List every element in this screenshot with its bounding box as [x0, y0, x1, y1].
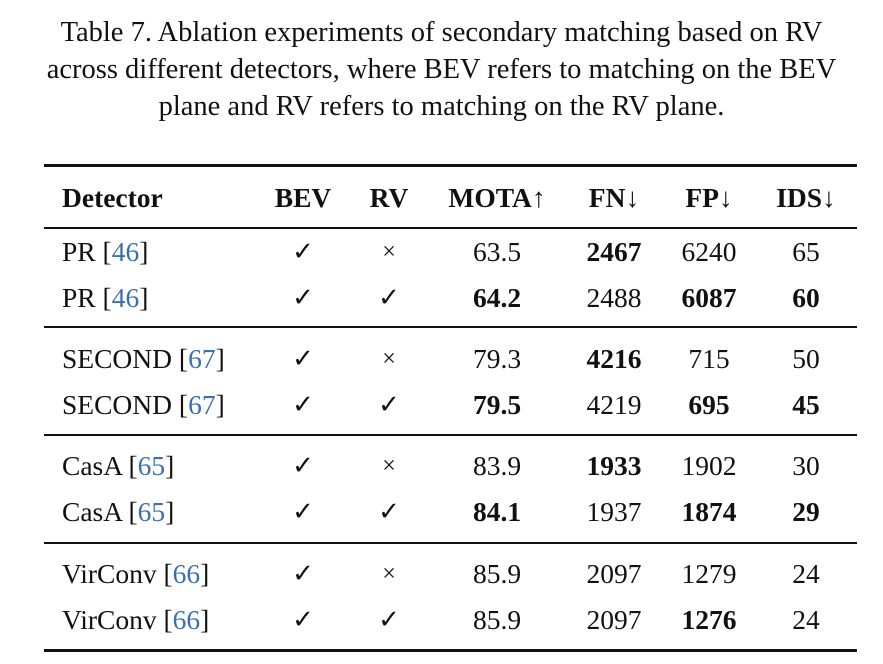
citation-link[interactable]: 46	[111, 282, 140, 313]
ids-cell: 29	[792, 496, 820, 527]
rv-cell: ✓	[378, 283, 400, 312]
bev-cell: ✓	[292, 451, 314, 480]
detector-cell: PR [46]	[62, 236, 149, 267]
bev-cell: ✓	[292, 559, 314, 588]
mota-cell: 85.9	[472, 558, 522, 589]
ids-cell: 45	[792, 389, 820, 420]
detector-name: CasA	[62, 496, 122, 527]
rv-cell: ✓	[378, 605, 400, 634]
citation-link[interactable]: 46	[111, 236, 140, 267]
citation-link[interactable]: 66	[172, 604, 201, 635]
citation-link[interactable]: 65	[137, 496, 166, 527]
fn-cell: 1937	[586, 496, 642, 527]
citation-link[interactable]: 65	[137, 450, 166, 481]
detector-name: PR	[62, 282, 96, 313]
header-fn: FN↓	[588, 182, 640, 213]
bev-cell: ✓	[292, 605, 314, 634]
fn-cell: 4216	[586, 343, 642, 374]
header-fp: FP↓	[685, 182, 733, 213]
fn-cell: 4219	[586, 389, 642, 420]
bev-cell: ✓	[292, 497, 314, 526]
bev-cell: ✓	[292, 344, 314, 373]
detector-cell: CasA [65]	[62, 450, 175, 481]
mota-cell: 64.2	[472, 282, 522, 313]
rv-cell: ✓	[378, 497, 400, 526]
mota-cell: 83.9	[472, 450, 522, 481]
header-mota: MOTA↑	[448, 182, 546, 213]
detector-name: SECOND	[62, 343, 173, 374]
mota-cell: 79.3	[472, 343, 522, 374]
fn-cell: 2488	[586, 282, 642, 313]
detector-cell: VirConv [66]	[62, 604, 210, 635]
detector-name: PR	[62, 236, 96, 267]
group-rule-3	[44, 542, 857, 544]
header-rv: RV	[369, 182, 409, 213]
rv-cell: ×	[382, 561, 396, 587]
mota-cell: 84.1	[472, 496, 522, 527]
detector-cell: SECOND [67]	[62, 389, 225, 420]
fn-cell: 2097	[586, 604, 642, 635]
fn-cell: 2467	[586, 236, 642, 267]
detector-name: SECOND	[62, 389, 173, 420]
ids-cell: 60	[792, 282, 820, 313]
fn-cell: 2097	[586, 558, 642, 589]
detector-cell: CasA [65]	[62, 496, 175, 527]
ids-cell: 24	[792, 558, 820, 589]
rv-cell: ×	[382, 453, 396, 479]
detector-cell: VirConv [66]	[62, 558, 210, 589]
citation-link[interactable]: 67	[188, 389, 216, 420]
bottom-rule	[44, 649, 857, 652]
group-rule-2	[44, 434, 857, 436]
mota-cell: 63.5	[472, 236, 522, 267]
rv-cell: ✓	[378, 390, 400, 419]
fp-cell: 6087	[681, 282, 737, 313]
ids-cell: 65	[792, 236, 820, 267]
detector-cell: PR [46]	[62, 282, 149, 313]
ids-cell: 30	[792, 450, 820, 481]
top-rule	[44, 164, 857, 167]
header-detector: Detector	[62, 182, 163, 213]
ids-cell: 50	[792, 343, 820, 374]
fp-cell: 1874	[681, 496, 737, 527]
ids-cell: 24	[792, 604, 820, 635]
table-caption: Table 7. Ablation experiments of seconda…	[46, 17, 837, 122]
bev-cell: ✓	[292, 390, 314, 419]
mota-cell: 85.9	[472, 604, 522, 635]
detector-cell: SECOND [67]	[62, 343, 225, 374]
fp-cell: 1279	[681, 558, 737, 589]
fn-cell: 1933	[586, 450, 642, 481]
group-rule-1	[44, 326, 857, 328]
citation-link[interactable]: 66	[172, 558, 201, 589]
rv-cell: ×	[382, 346, 396, 372]
header-ids: IDS↓	[776, 182, 836, 213]
header-bev: BEV	[274, 182, 332, 213]
mota-cell: 79.5	[472, 389, 522, 420]
header-rule	[44, 227, 857, 229]
fp-cell: 1276	[681, 604, 737, 635]
fp-cell: 695	[688, 389, 730, 420]
fp-cell: 6240	[681, 236, 737, 267]
detector-name: CasA	[62, 450, 122, 481]
bev-cell: ✓	[292, 237, 314, 266]
rv-cell: ×	[382, 239, 396, 265]
fp-cell: 715	[688, 343, 730, 374]
citation-link[interactable]: 67	[188, 343, 216, 374]
detector-name: VirConv	[62, 558, 157, 589]
fp-cell: 1902	[681, 450, 737, 481]
detector-name: VirConv	[62, 604, 157, 635]
bev-cell: ✓	[292, 283, 314, 312]
